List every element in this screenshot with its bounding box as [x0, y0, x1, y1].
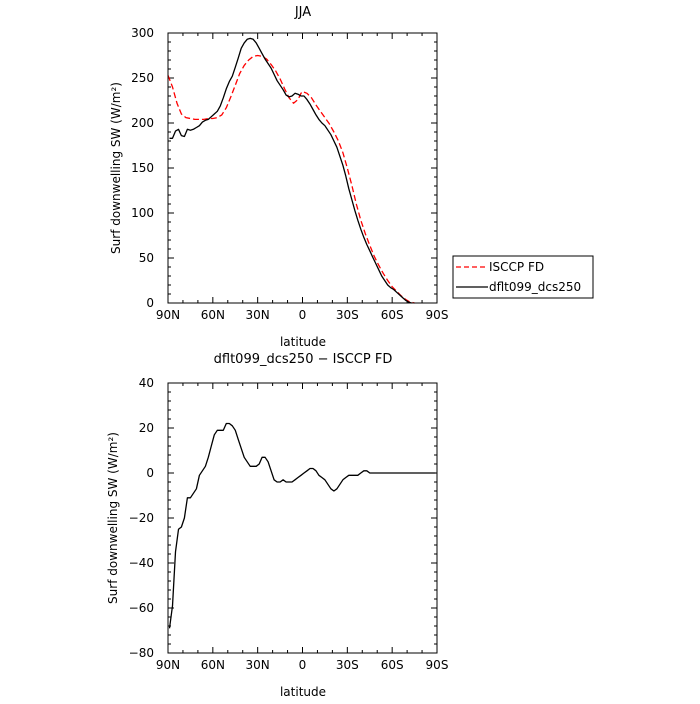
bottom-panel-x-tick-label: 90S — [426, 658, 449, 672]
bottom-panel-frame — [167, 382, 438, 654]
top-panel-x-tick-label: 60N — [201, 308, 225, 322]
top-panel-ticks: 90N 60N 30N 0 30S 60S 90S 0 50 100 150 200 250 300 — [131, 26, 448, 322]
bottom-panel-x-tick-label: 60N — [201, 658, 225, 672]
bottom-panel-series-line-difference — [168, 422, 436, 629]
top-panel-y-tick-label: 50 — [139, 251, 154, 265]
top-panel-y-tick-label: 200 — [131, 116, 154, 130]
bottom-panel-x-tick-label: 0 — [299, 658, 307, 672]
top-panel-title: JJA — [294, 5, 311, 20]
bottom-panel-series — [168, 422, 436, 629]
bottom-panel-x-tick-label: 30S — [336, 658, 359, 672]
top-panel-x-tick-label: 60S — [381, 308, 404, 322]
top-panel-x-tick-label: 90S — [426, 308, 449, 322]
top-panel-x-tick-label: 30N — [246, 308, 270, 322]
top-panel-frame — [167, 32, 438, 304]
bottom-panel-y-tick-label: −20 — [129, 511, 154, 525]
top-panel-series-line-dflt099-dcs250 — [169, 37, 412, 304]
top-panel-x-tick-label: 0 — [299, 308, 307, 322]
top-panel-x-axis-label: latitude — [280, 335, 326, 349]
bottom-panel-y-tick-label: −80 — [129, 646, 154, 660]
bottom-panel-title: dflt099_dcs250 − ISCCP FD — [214, 352, 393, 367]
top-panel-y-tick-label: 0 — [146, 296, 154, 310]
top-panel-y-axis-label: Surf downwelling SW (W/m²) — [109, 82, 123, 254]
bottom-panel-y-tick-label: 0 — [146, 466, 154, 480]
bottom-panel: dflt099_dcs250 − ISCCP FD Surf downwelli… — [106, 352, 448, 699]
bottom-panel-y-tick-label: −40 — [129, 556, 154, 570]
bottom-panel-y-axis-label: Surf downwelling SW (W/m²) — [106, 432, 120, 604]
legend-box — [452, 255, 594, 299]
top-panel-x-tick-label: 90N — [156, 308, 180, 322]
bottom-panel-x-axis-label: latitude — [280, 685, 326, 699]
bottom-panel-y-tick-label: 40 — [139, 376, 154, 390]
top-panel-y-tick-label: 250 — [131, 71, 154, 85]
bottom-panel-y-tick-label: −60 — [129, 601, 154, 615]
legend: ISCCP FD dflt099_dcs250 — [452, 255, 594, 299]
bottom-panel-y-tick-label: 20 — [139, 421, 154, 435]
top-panel-x-tick-label: 30S — [336, 308, 359, 322]
top-panel-y-tick-label: 300 — [131, 26, 154, 40]
legend-label-isccp-fd: ISCCP FD — [489, 260, 544, 274]
bottom-panel-x-tick-label: 60S — [381, 658, 404, 672]
bottom-panel-x-tick-label: 30N — [246, 658, 270, 672]
top-panel-series — [167, 37, 415, 304]
bottom-panel-x-tick-label: 90N — [156, 658, 180, 672]
legend-label-dflt099-dcs250: dflt099_dcs250 — [489, 280, 581, 294]
top-panel-y-tick-label: 100 — [131, 206, 154, 220]
bottom-panel-ticks: 90N 60N 30N 0 30S 60S 90S −80 −60 −40 −20 0 20 40 — [129, 376, 449, 672]
top-panel: JJA Surf downwelling SW (W/m²) latitude … — [109, 5, 448, 349]
top-panel-series-line-isccp-fd — [167, 54, 415, 304]
top-panel-y-tick-label: 150 — [131, 161, 154, 175]
